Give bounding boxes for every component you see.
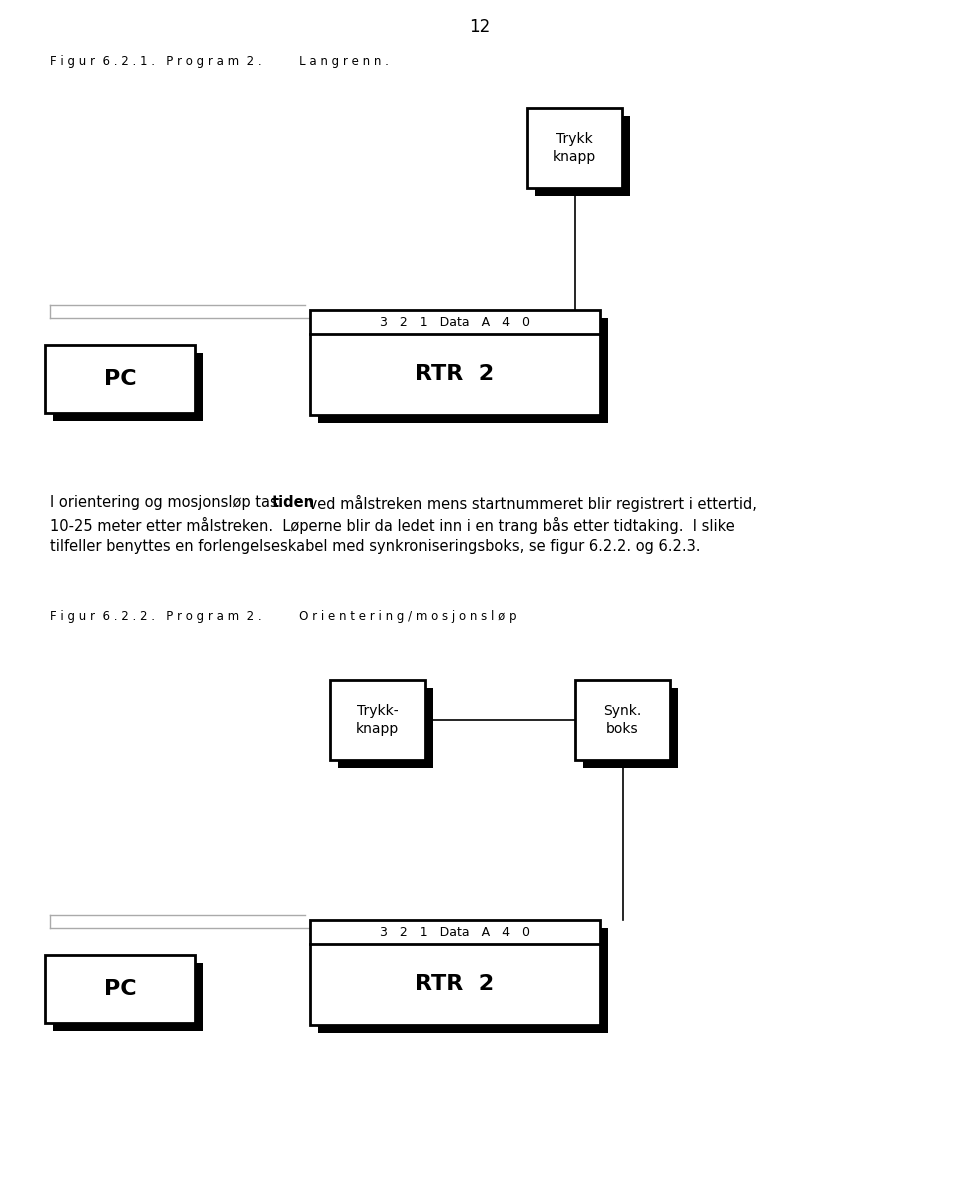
Text: 12: 12 — [469, 18, 491, 36]
Text: I orientering og mosjonsløp tas: I orientering og mosjonsløp tas — [50, 495, 282, 510]
Bar — [338, 688, 433, 769]
Bar — [45, 955, 195, 1024]
Text: PC: PC — [104, 369, 136, 389]
Bar — [583, 688, 678, 769]
Text: F i g u r  6 . 2 . 2 .   P r o g r a m  2 .          O r i e n t e r i n g / m o: F i g u r 6 . 2 . 2 . P r o g r a m 2 . … — [50, 610, 516, 623]
Text: tiden: tiden — [272, 495, 315, 510]
Bar — [527, 108, 622, 189]
Text: ved målstreken mens startnummeret blir registrert i ettertid,: ved målstreken mens startnummeret blir r… — [304, 495, 756, 512]
Text: RTR  2: RTR 2 — [416, 975, 494, 995]
Bar — [318, 927, 608, 1033]
Text: F i g u r  6 . 2 . 1 .   P r o g r a m  2 .          L a n g r e n n .: F i g u r 6 . 2 . 1 . P r o g r a m 2 . … — [50, 55, 389, 68]
Text: 3   2   1   Data   A   4   0: 3 2 1 Data A 4 0 — [380, 925, 530, 938]
Bar — [310, 310, 600, 415]
Bar — [575, 680, 670, 760]
Text: Trykk
knapp: Trykk knapp — [553, 132, 596, 164]
Text: Synk.
boks: Synk. boks — [604, 703, 641, 737]
Bar — [45, 345, 195, 413]
Bar — [535, 116, 630, 196]
Bar — [310, 920, 600, 1025]
Bar — [330, 680, 425, 760]
Bar — [53, 963, 203, 1031]
Text: 10-25 meter etter målstreken.  Løperne blir da ledet inn i en trang bås etter ti: 10-25 meter etter målstreken. Løperne bl… — [50, 517, 734, 534]
Text: 3   2   1   Data   A   4   0: 3 2 1 Data A 4 0 — [380, 315, 530, 329]
Text: PC: PC — [104, 978, 136, 999]
Bar — [53, 353, 203, 421]
Text: tilfeller benyttes en forlengelseskabel med synkroniseringsboks, se figur 6.2.2.: tilfeller benyttes en forlengelseskabel … — [50, 538, 701, 554]
Text: Trykk-
knapp: Trykk- knapp — [356, 703, 399, 737]
Bar — [318, 318, 608, 423]
Text: RTR  2: RTR 2 — [416, 364, 494, 384]
